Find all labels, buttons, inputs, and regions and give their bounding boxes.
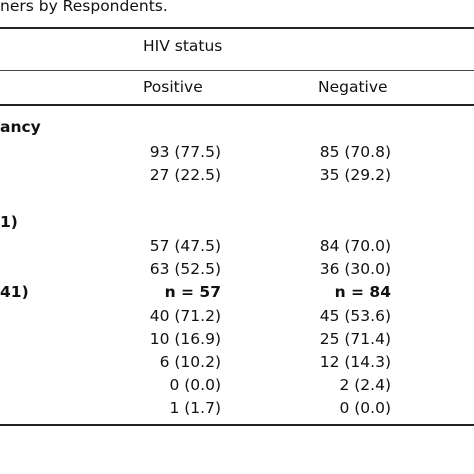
header-bottom-rule	[0, 104, 474, 106]
table-cell-positive: 0 (0.0)	[169, 376, 221, 394]
table-cell-negative: 36 (30.0)	[319, 260, 391, 278]
negative-column-header: Negative	[318, 78, 388, 96]
table-cell-negative: 84 (70.0)	[319, 237, 391, 255]
bottom-rule	[0, 424, 474, 426]
table-cell-positive-n: n = 57	[164, 283, 221, 301]
table-cell-positive: 1 (1.7)	[169, 399, 221, 417]
table-cell-negative: 25 (71.4)	[319, 330, 391, 348]
table-caption: ners by Respondents.	[0, 0, 168, 15]
table-cell-negative: 85 (70.8)	[319, 143, 391, 161]
table-cell-positive: 27 (22.5)	[149, 166, 221, 184]
table-cell-negative: 45 (53.6)	[319, 307, 391, 325]
table-cell-positive: 93 (77.5)	[149, 143, 221, 161]
table-cell-negative: 35 (29.2)	[319, 166, 391, 184]
header-divider	[0, 70, 474, 71]
table-cell-positive: 10 (16.9)	[149, 330, 221, 348]
row-label-pregnancy: ancy	[0, 118, 41, 136]
row-label-section-2: 1)	[0, 213, 18, 231]
table-cell-negative: 2 (2.4)	[339, 376, 391, 394]
table-cell-positive: 57 (47.5)	[149, 237, 221, 255]
table-cell-negative-n: n = 84	[334, 283, 391, 301]
table-cell-negative: 12 (14.3)	[319, 353, 391, 371]
table-cell-positive: 6 (10.2)	[159, 353, 221, 371]
table-cell-positive: 40 (71.2)	[149, 307, 221, 325]
table-cell-negative: 0 (0.0)	[339, 399, 391, 417]
positive-column-header: Positive	[143, 78, 203, 96]
row-label-section-3: 41)	[0, 283, 29, 301]
top-rule	[0, 27, 474, 29]
table-cell-positive: 63 (52.5)	[149, 260, 221, 278]
hiv-status-header: HIV status	[143, 37, 223, 55]
